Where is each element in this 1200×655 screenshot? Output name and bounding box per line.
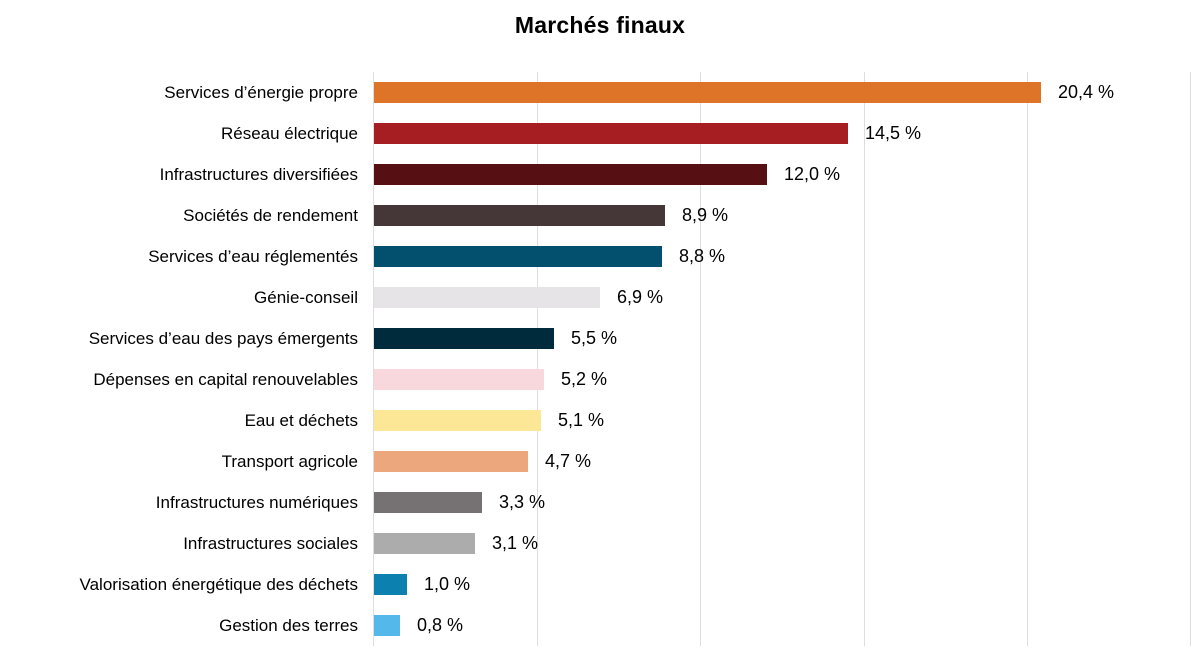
bar — [374, 615, 400, 636]
plot-area: 20,4 % 14,5 % 12,0 % 8,9 % 8,8 % 6,9 % 5,5 % 5,… — [373, 72, 1191, 646]
value-label: 14,5 % — [865, 123, 922, 143]
category-label: Dépenses en capital renouvelables — [93, 369, 358, 389]
category-label: Gestion des terres — [219, 615, 358, 635]
value-label: 12,0 % — [784, 164, 841, 184]
bar — [374, 410, 541, 431]
value-label: 3,3 % — [499, 492, 546, 512]
value-label: 20,4 % — [1058, 82, 1115, 102]
bar — [374, 492, 482, 513]
chart-title: Marchés finaux — [514, 12, 686, 38]
category-axis: Services d’énergie propre Réseau électriq… — [0, 72, 358, 646]
bar — [374, 246, 662, 267]
category-label: Eau et déchets — [244, 410, 358, 430]
bar-row: 8,9 % — [373, 195, 1191, 236]
category-label: Infrastructures sociales — [183, 533, 358, 553]
bar-row: 1,0 % — [373, 564, 1191, 605]
bar-row: 3,1 % — [373, 523, 1191, 564]
value-label: 4,7 % — [545, 451, 592, 471]
bar-row: 5,5 % — [373, 318, 1191, 359]
category-label: Sociétés de rendement — [183, 205, 358, 225]
bar-row: 14,5 % — [373, 113, 1191, 154]
bar-row: 3,3 % — [373, 482, 1191, 523]
value-label: 1,0 % — [424, 574, 471, 594]
bar-row: 4,7 % — [373, 441, 1191, 482]
value-label: 8,9 % — [682, 205, 729, 225]
bar-row: 12,0 % — [373, 154, 1191, 195]
value-label: 0,8 % — [417, 615, 464, 635]
bar — [374, 123, 848, 144]
bar-row: 6,9 % — [373, 277, 1191, 318]
bar-row: 5,1 % — [373, 400, 1191, 441]
value-label: 3,1 % — [492, 533, 539, 553]
bar-row: 20,4 % — [373, 72, 1191, 113]
gridline — [1190, 72, 1191, 646]
gridline — [1027, 72, 1028, 646]
value-label: 5,5 % — [571, 328, 618, 348]
bar — [374, 82, 1041, 103]
bar-row: 5,2 % — [373, 359, 1191, 400]
category-label: Services d’eau réglementés — [148, 246, 358, 266]
bar — [374, 574, 407, 595]
value-label: 5,1 % — [558, 410, 605, 430]
value-label: 8,8 % — [679, 246, 726, 266]
category-label: Valorisation énergétique des déchets — [79, 574, 358, 594]
bar-row: 8,8 % — [373, 236, 1191, 277]
gridline — [373, 72, 374, 646]
bar — [374, 451, 528, 472]
bar-row: 0,8 % — [373, 605, 1191, 646]
gridline — [700, 72, 701, 646]
category-label: Infrastructures numériques — [155, 492, 358, 512]
bar — [374, 287, 600, 308]
gridline — [537, 72, 538, 646]
value-label: 6,9 % — [617, 287, 664, 307]
category-label: Services d’eau des pays émergents — [88, 328, 358, 348]
value-label: 5,2 % — [561, 369, 608, 389]
category-label: Services d’énergie propre — [164, 82, 358, 102]
bar — [374, 369, 544, 390]
gridline — [864, 72, 865, 646]
bar — [374, 328, 554, 349]
category-label: Réseau électrique — [220, 123, 358, 143]
category-label: Transport agricole — [221, 451, 358, 471]
category-label: Infrastructures diversifiées — [159, 164, 358, 184]
bar — [374, 533, 475, 554]
bar — [374, 205, 665, 226]
bar — [374, 164, 767, 185]
category-label: Génie-conseil — [254, 287, 358, 307]
